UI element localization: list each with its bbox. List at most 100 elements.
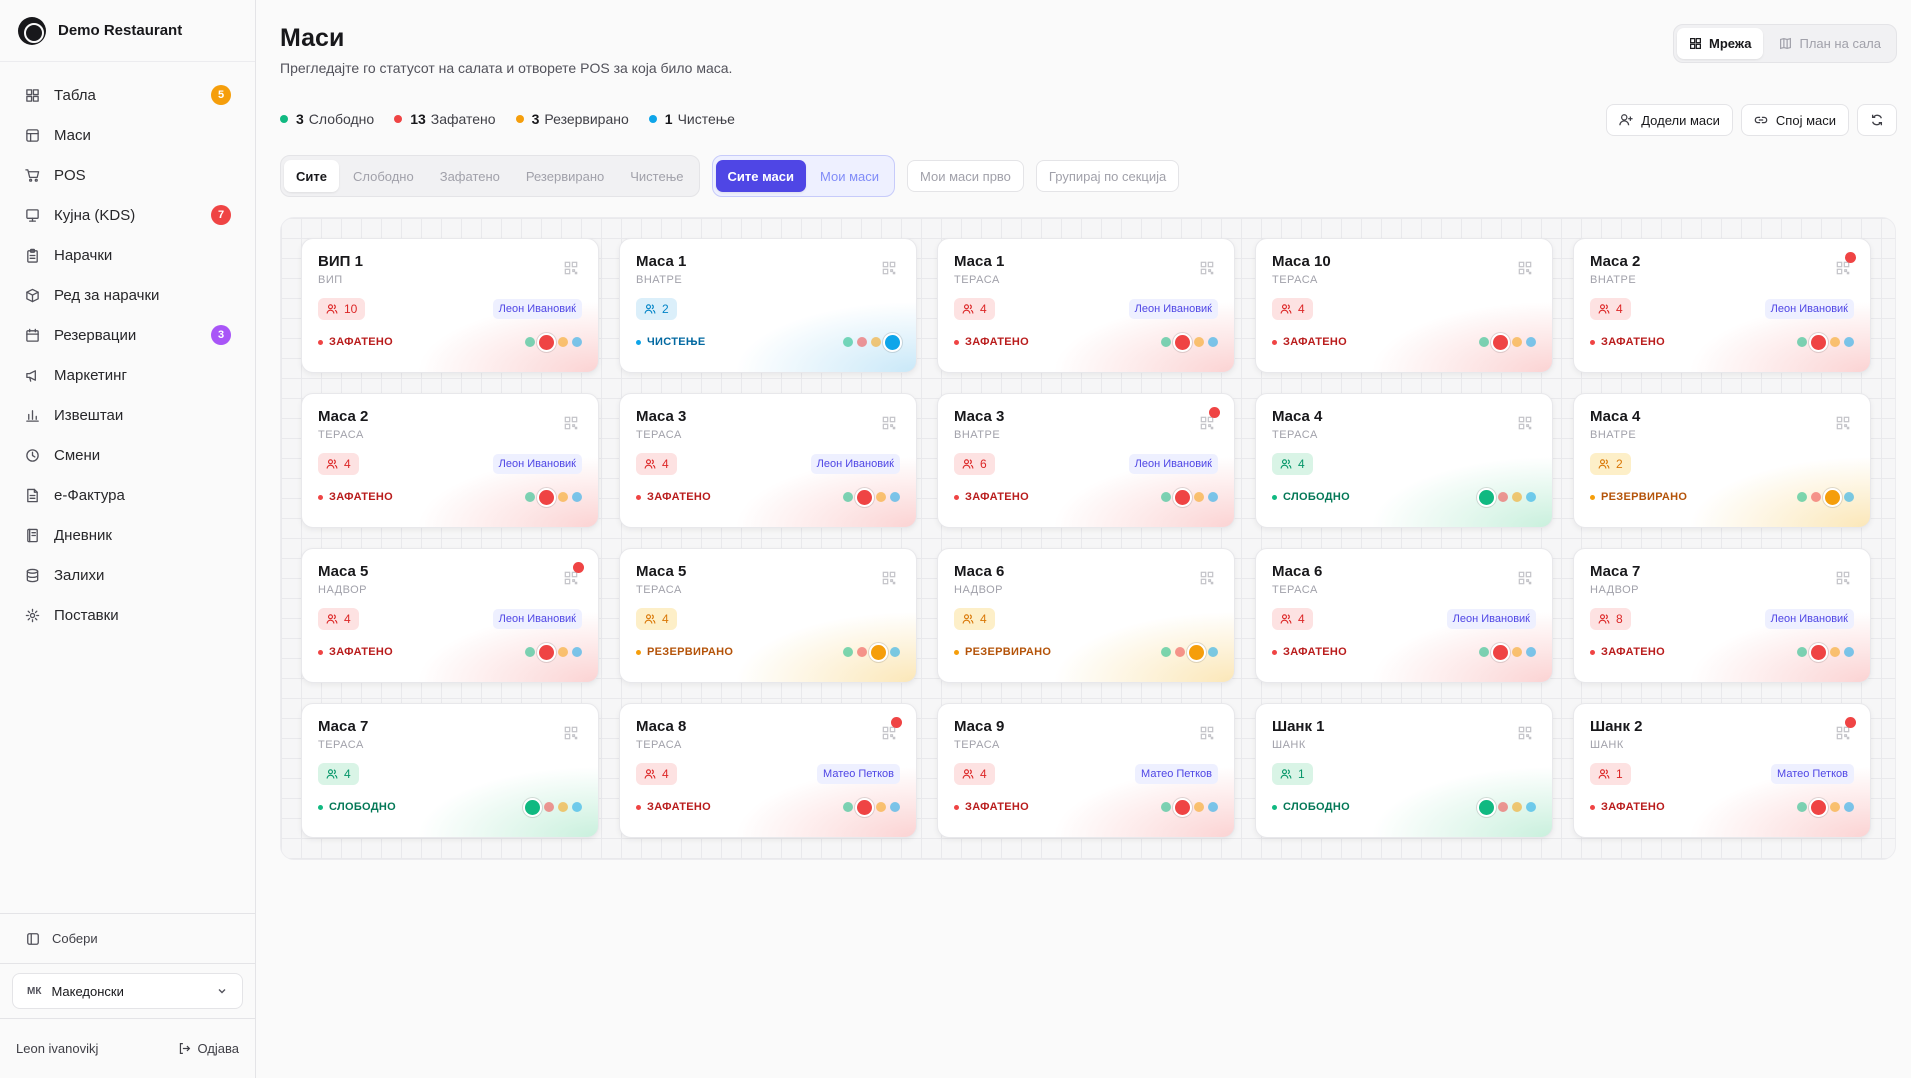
language-select[interactable]: МК Македонски [12, 973, 243, 1009]
set-status-cleaning-button[interactable] [1208, 492, 1218, 502]
set-status-reserved-button[interactable] [876, 492, 886, 502]
logout-button[interactable]: Одјава [178, 1041, 239, 1056]
set-status-cleaning-button[interactable] [1844, 802, 1854, 812]
table-card[interactable]: Маса 1 ВНАТРЕ 2 ЧИСТЕЊЕ [619, 238, 917, 373]
table-card[interactable]: Шанк 1 ШАНК 1 СЛОБОДНО [1255, 703, 1553, 838]
qr-code-icon[interactable] [1518, 726, 1532, 740]
sidebar-item-journal[interactable]: Дневник [12, 516, 243, 554]
qr-code-icon[interactable] [1200, 416, 1214, 430]
set-status-occupied-button[interactable] [1175, 489, 1190, 505]
set-status-cleaning-button[interactable] [890, 492, 900, 502]
set-status-free-button[interactable] [525, 337, 535, 347]
set-status-occupied-button[interactable] [1493, 334, 1508, 350]
set-status-reserved-button[interactable] [1825, 489, 1840, 505]
collapse-sidebar-button[interactable]: Собери [0, 913, 255, 963]
table-card[interactable]: Маса 3 ТЕРАСА 4 Леон Ивановиќ ЗАФАТЕНО [619, 393, 917, 528]
set-status-occupied-button[interactable] [857, 337, 867, 347]
sidebar-item-stock[interactable]: Залихи [12, 556, 243, 594]
set-status-cleaning-button[interactable] [1844, 337, 1854, 347]
sidebar-item-settings[interactable]: Поставки [12, 596, 243, 634]
sidebar-item-reports[interactable]: Извештаи [12, 396, 243, 434]
set-status-occupied-button[interactable] [1493, 644, 1508, 660]
set-status-cleaning-button[interactable] [885, 334, 900, 350]
set-status-free-button[interactable] [1161, 337, 1171, 347]
set-status-cleaning-button[interactable] [1208, 337, 1218, 347]
table-card[interactable]: Маса 1 ТЕРАСА 4 Леон Ивановиќ ЗАФАТЕНО [937, 238, 1235, 373]
qr-code-icon[interactable] [1518, 261, 1532, 275]
table-card[interactable]: Маса 2 ТЕРАСА 4 Леон Ивановиќ ЗАФАТЕНО [301, 393, 599, 528]
set-status-reserved-button[interactable] [871, 337, 881, 347]
set-status-free-button[interactable] [1797, 337, 1807, 347]
set-status-free-button[interactable] [1479, 489, 1494, 505]
table-card[interactable]: Маса 8 ТЕРАСА 4 Матео Петков ЗАФАТЕНО [619, 703, 917, 838]
qr-code-icon[interactable] [882, 726, 896, 740]
qr-code-icon[interactable] [1200, 261, 1214, 275]
set-status-reserved-button[interactable] [1194, 802, 1204, 812]
set-status-cleaning-button[interactable] [1526, 647, 1536, 657]
status-filter-option[interactable]: Чистење [630, 168, 684, 184]
table-card[interactable]: ВИП 1 ВИП 10 Леон Ивановиќ ЗАФАТЕНО [301, 238, 599, 373]
set-status-occupied-button[interactable] [1498, 802, 1508, 812]
set-status-cleaning-button[interactable] [572, 492, 582, 502]
set-status-cleaning-button[interactable] [1526, 802, 1536, 812]
set-status-occupied-button[interactable] [857, 799, 872, 815]
table-card[interactable]: Маса 9 ТЕРАСА 4 Матео Петков ЗАФАТЕНО [937, 703, 1235, 838]
sidebar-item-tables[interactable]: Маси [12, 116, 243, 154]
sidebar-item-pos[interactable]: POS [12, 156, 243, 194]
sidebar-item-kds[interactable]: Кујна (KDS) 7 [12, 196, 243, 234]
set-status-free-button[interactable] [1161, 647, 1171, 657]
table-card[interactable]: Маса 3 ВНАТРЕ 6 Леон Ивановиќ ЗАФАТЕНО [937, 393, 1235, 528]
set-status-occupied-button[interactable] [1811, 334, 1826, 350]
set-status-occupied-button[interactable] [539, 644, 554, 660]
set-status-reserved-button[interactable] [1830, 647, 1840, 657]
set-status-reserved-button[interactable] [558, 647, 568, 657]
qr-code-icon[interactable] [564, 416, 578, 430]
qr-code-icon[interactable] [1836, 261, 1850, 275]
sidebar-item-orders[interactable]: Нарачки [12, 236, 243, 274]
view-floor-plan-button[interactable]: План на сала [1767, 28, 1893, 59]
set-status-free-button[interactable] [1479, 647, 1489, 657]
qr-code-icon[interactable] [882, 416, 896, 430]
table-card[interactable]: Маса 7 НАДВОР 8 Леон Ивановиќ ЗАФАТЕНО [1573, 548, 1871, 683]
table-card[interactable]: Маса 6 НАДВОР 4 РЕЗЕРВИРАНО [937, 548, 1235, 683]
set-status-free-button[interactable] [1161, 802, 1171, 812]
set-status-occupied-button[interactable] [539, 334, 554, 350]
set-status-occupied-button[interactable] [1175, 647, 1185, 657]
set-status-free-button[interactable] [843, 492, 853, 502]
qr-code-icon[interactable] [1836, 726, 1850, 740]
set-status-cleaning-button[interactable] [572, 802, 582, 812]
set-status-free-button[interactable] [1797, 492, 1807, 502]
sidebar-item-board[interactable]: Табла 5 [12, 76, 243, 114]
set-status-free-button[interactable] [525, 647, 535, 657]
set-status-cleaning-button[interactable] [1844, 492, 1854, 502]
set-status-cleaning-button[interactable] [1844, 647, 1854, 657]
qr-code-icon[interactable] [564, 261, 578, 275]
table-card[interactable]: Шанк 2 ШАНК 1 Матео Петков ЗАФАТЕНО [1573, 703, 1871, 838]
set-status-occupied-button[interactable] [1498, 492, 1508, 502]
my-tables-option[interactable]: Мои маси [820, 168, 880, 184]
table-card[interactable]: Маса 4 ТЕРАСА 4 СЛОБОДНО [1255, 393, 1553, 528]
set-status-free-button[interactable] [525, 492, 535, 502]
brand[interactable]: Demo Restaurant [0, 0, 255, 62]
set-status-cleaning-button[interactable] [572, 337, 582, 347]
qr-code-icon[interactable] [1836, 571, 1850, 585]
qr-code-icon[interactable] [1200, 726, 1214, 740]
sidebar-item-shifts[interactable]: Смени [12, 436, 243, 474]
sidebar-item-queue[interactable]: Ред за нарачки [12, 276, 243, 314]
set-status-occupied-button[interactable] [1811, 644, 1826, 660]
merge-tables-button[interactable]: Спој маси [1740, 104, 1849, 136]
set-status-cleaning-button[interactable] [890, 647, 900, 657]
set-status-reserved-button[interactable] [871, 644, 886, 660]
table-card[interactable]: Маса 5 ТЕРАСА 4 РЕЗЕРВИРАНО [619, 548, 917, 683]
status-filter-option[interactable]: Зафатено [439, 168, 500, 184]
set-status-reserved-button[interactable] [1512, 492, 1522, 502]
set-status-reserved-button[interactable] [558, 337, 568, 347]
assign-tables-button[interactable]: Додели маси [1606, 104, 1733, 136]
set-status-reserved-button[interactable] [558, 802, 568, 812]
set-status-free-button[interactable] [843, 802, 853, 812]
set-status-free-button[interactable] [1161, 492, 1171, 502]
set-status-reserved-button[interactable] [876, 802, 886, 812]
qr-code-icon[interactable] [564, 726, 578, 740]
sidebar-item-einvoice[interactable]: е-Фактура [12, 476, 243, 514]
set-status-occupied-button[interactable] [857, 489, 872, 505]
